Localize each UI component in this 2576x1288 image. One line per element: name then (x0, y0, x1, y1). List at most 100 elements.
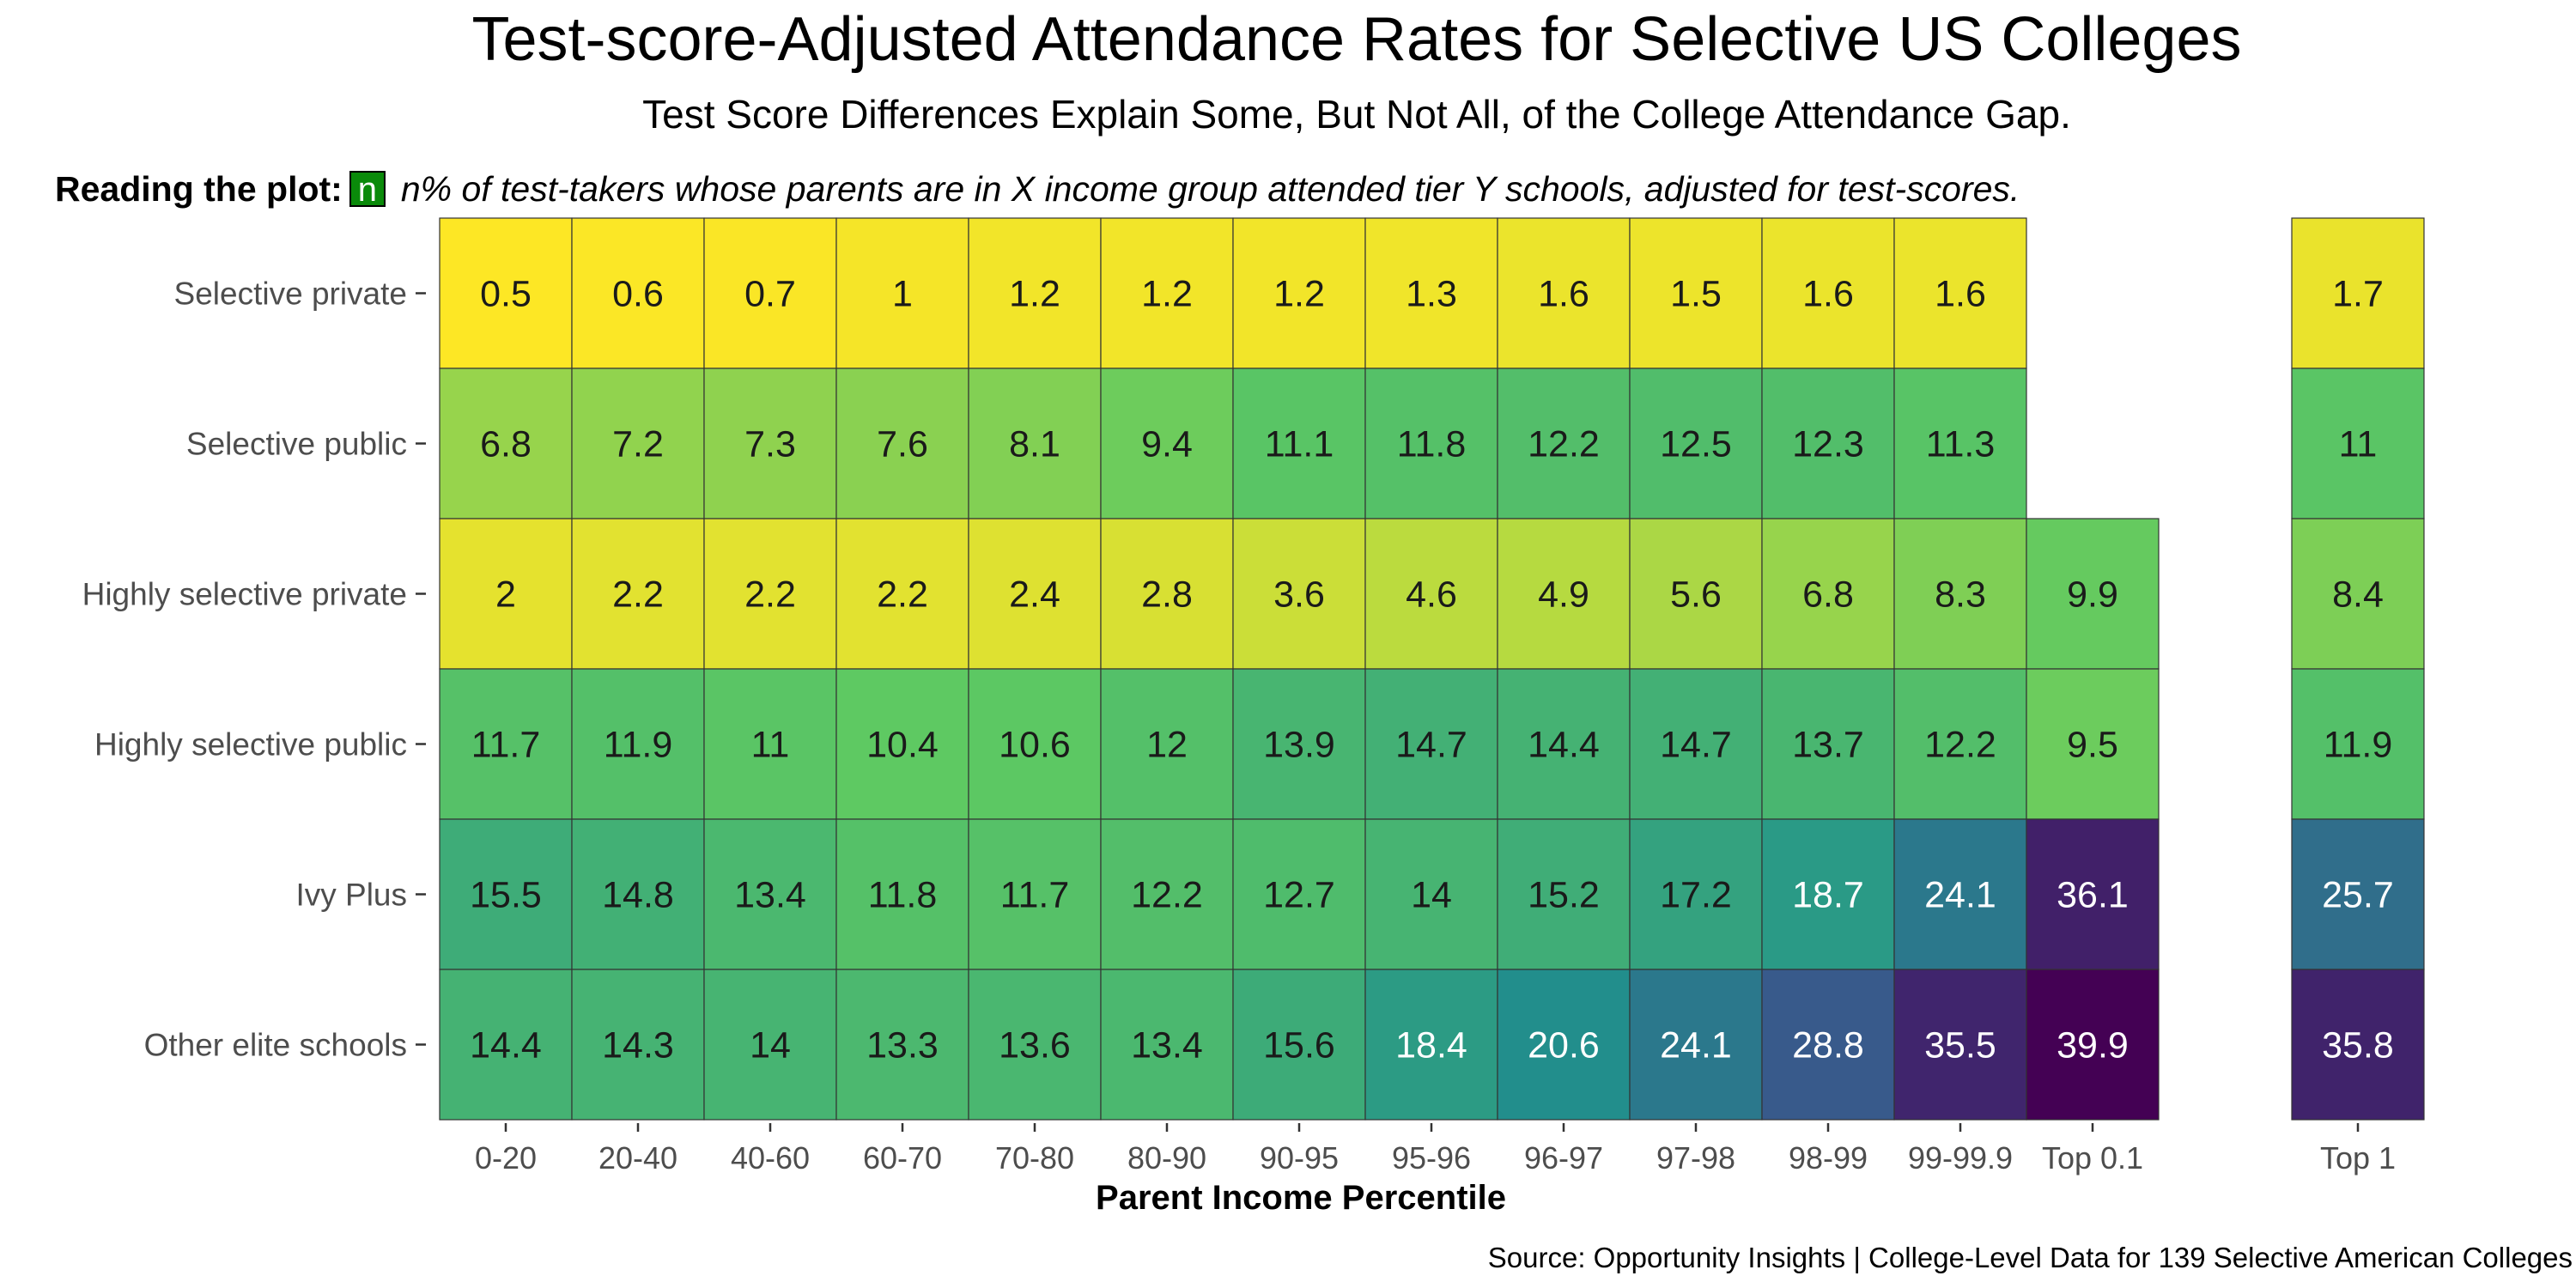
heatmap-cell (1232, 969, 1366, 1121)
x-tick-label: 90-95 (1260, 1140, 1339, 1176)
heatmap-cell (1629, 668, 1763, 820)
heatmap-cell (1629, 818, 1763, 970)
heatmap-cell (1364, 969, 1498, 1121)
cell-value-label: 1.2 (1141, 274, 1193, 315)
heatmap-cell (1629, 368, 1763, 519)
cell-value-label: 8.1 (1009, 424, 1060, 465)
cell-value-label: 1 (892, 274, 913, 315)
cell-value-label: 9.5 (2067, 725, 2118, 766)
x-axis-title: Parent Income Percentile (1096, 1179, 1506, 1217)
cell-value-label: 1.3 (1406, 274, 1457, 315)
heatmap-cell (1232, 518, 1366, 670)
cell-value-label: 1.2 (1273, 274, 1325, 315)
cell-value-label: 11 (751, 725, 790, 766)
cell-value-label: 1.6 (1538, 274, 1589, 315)
cell-value-label: 15.5 (470, 875, 542, 916)
heatmap-cell (703, 969, 837, 1121)
cell-value-label: 7.2 (612, 424, 664, 465)
cell-value-label: 35.5 (1924, 1025, 1996, 1066)
x-tick-label: 97-98 (1656, 1140, 1735, 1176)
heatmap-cell (439, 217, 573, 369)
cell-value-label: 15.6 (1263, 1025, 1335, 1066)
chart-title: Test-score-Adjusted Attendance Rates for… (471, 5, 2242, 74)
heatmap-cell (439, 668, 573, 820)
heatmap-cell (1893, 969, 2027, 1121)
y-tick-label: Highly selective public (94, 727, 407, 762)
cell-value-label: 17.2 (1660, 875, 1732, 916)
cell-value-label: 36.1 (2057, 875, 2129, 916)
heatmap-cell (1761, 368, 1895, 519)
cell-value-label: 11.9 (2324, 725, 2393, 766)
heatmap-cell (835, 668, 969, 820)
cell-value-label: 2 (495, 574, 516, 616)
heatmap-cell (571, 969, 705, 1121)
reading-guide-text: n% of test-takers whose parents are in X… (400, 168, 2020, 209)
cell-value-label: 11.8 (1397, 424, 1467, 465)
cell-value-label: 14.7 (1660, 725, 1732, 766)
heatmap-cell (439, 818, 573, 970)
heatmap-cell (571, 668, 705, 820)
heatmap-cell (439, 969, 573, 1121)
cell-value-label: 10.4 (866, 725, 939, 766)
cell-value-label: 14.8 (602, 875, 674, 916)
heatmap-cell (1893, 818, 2027, 970)
source-note: Source: Opportunity Insights | College-L… (1487, 1242, 2573, 1273)
cell-value-label: 9.4 (1141, 424, 1193, 465)
heatmap-cell (1629, 969, 1763, 1121)
heatmap-cell (1364, 818, 1498, 970)
heatmap-cell (1100, 368, 1234, 519)
heatmap-cell (968, 668, 1102, 820)
heatmap-cell (571, 368, 705, 519)
x-tick-label: 20-40 (598, 1140, 677, 1176)
heatmap-cell (2026, 518, 2160, 670)
cell-value-label: 4.9 (1538, 574, 1589, 616)
heatmap-cell (1364, 368, 1498, 519)
cell-value-label: 10.6 (999, 725, 1071, 766)
y-tick-label: Selective public (186, 427, 407, 462)
cell-value-label: 39.9 (2057, 1025, 2129, 1066)
cell-value-label: 12.2 (1924, 725, 1996, 766)
heatmap-cell (835, 969, 969, 1121)
x-tick-label: 60-70 (863, 1140, 942, 1176)
cell-value-label: 25.7 (2322, 875, 2394, 916)
y-tick-label: Highly selective private (82, 577, 407, 612)
cell-value-label: 5.6 (1670, 574, 1722, 616)
cell-value-label: 6.8 (480, 424, 532, 465)
cell-value-label: 35.8 (2322, 1025, 2394, 1066)
cell-value-label: 1.7 (2332, 274, 2384, 315)
cell-value-label: 11.8 (868, 875, 938, 916)
heatmap-cell (1761, 217, 1895, 369)
cell-value-label: 13.4 (1131, 1025, 1203, 1066)
heatmap-cell (2026, 668, 2160, 820)
heatmap-cell (1232, 217, 1366, 369)
cell-value-label: 9.9 (2067, 574, 2118, 616)
heatmap-cell (703, 518, 837, 670)
heatmap-cell (1629, 217, 1763, 369)
heatmap-cell (1100, 217, 1234, 369)
cell-value-label: 1.2 (1009, 274, 1060, 315)
cell-value-label: 18.7 (1792, 875, 1864, 916)
heatmap-cell (2291, 368, 2425, 519)
cell-value-label: 14.4 (1528, 725, 1600, 766)
cell-value-label: 14.4 (470, 1025, 542, 1066)
x-tick-label: 80-90 (1127, 1140, 1206, 1176)
heatmap-cell (703, 668, 837, 820)
heatmap-cell (2026, 969, 2160, 1121)
cell-value-label: 18.4 (1395, 1025, 1467, 1066)
cell-value-label: 11.3 (1926, 424, 1996, 465)
x-tick-label: 95-96 (1392, 1140, 1471, 1176)
heatmap-cell (2291, 518, 2425, 670)
cell-value-label: 0.5 (480, 274, 532, 315)
heatmap-cell (1364, 668, 1498, 820)
heatmap-cell (1497, 368, 1631, 519)
cell-value-label: 11.1 (1265, 424, 1334, 465)
cell-value-label: 13.3 (866, 1025, 939, 1066)
heatmap-cell (571, 518, 705, 670)
heatmap-cell (835, 368, 969, 519)
x-tick-label: Top 1 (2320, 1140, 2396, 1176)
heatmap-cell (1761, 969, 1895, 1121)
heatmap-cell (1364, 217, 1498, 369)
cell-value-label: 4.6 (1406, 574, 1457, 616)
cell-value-label: 2.2 (877, 574, 928, 616)
y-tick-label: Other elite schools (144, 1028, 407, 1063)
